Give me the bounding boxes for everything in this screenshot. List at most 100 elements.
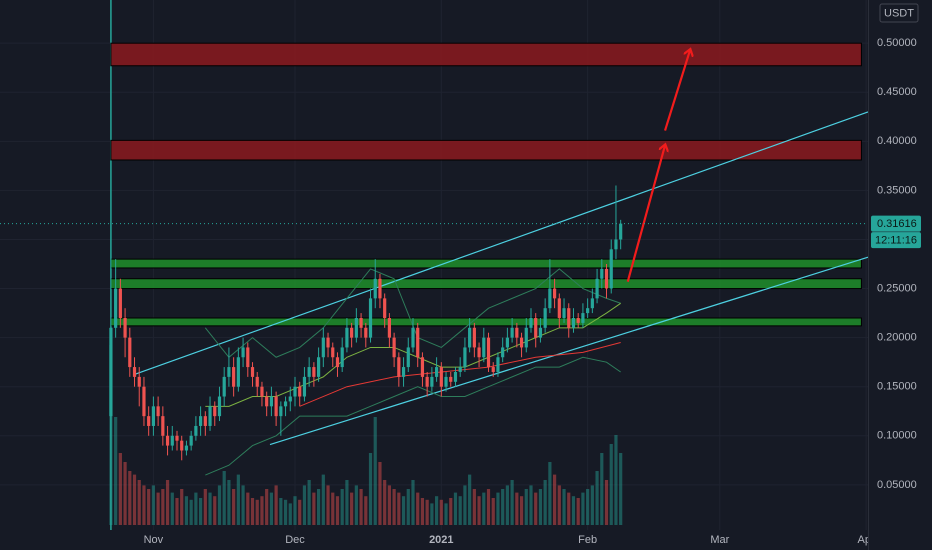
volume-bar	[581, 492, 585, 525]
volume-bar	[468, 474, 472, 525]
candle-body	[552, 288, 557, 299]
candle-body	[222, 376, 226, 397]
volume-bar	[345, 480, 349, 525]
candle-body	[331, 347, 335, 358]
last-price-label: 0.31616	[877, 218, 917, 230]
candle-body	[519, 337, 524, 348]
candle-body	[236, 357, 240, 387]
volume-bar	[515, 492, 519, 525]
candle-body	[619, 223, 623, 240]
volume-bar	[170, 492, 174, 525]
candle-body	[430, 376, 434, 387]
candle-body	[392, 337, 396, 358]
volume-bar	[350, 492, 354, 525]
volume-bar	[434, 496, 439, 525]
candle-body	[184, 445, 189, 451]
volume-bar	[425, 499, 429, 525]
candle-body	[312, 367, 316, 377]
candle-body	[260, 386, 264, 397]
volume-bar	[250, 498, 255, 525]
volume-bar	[571, 496, 576, 525]
volume-bar	[543, 480, 547, 525]
price-axis: USDT 0.500000.450000.400000.350000.30000…	[868, 0, 932, 550]
volume-bar	[321, 474, 325, 525]
candle-body	[548, 288, 552, 309]
volume-bar	[213, 496, 217, 525]
candle-body	[170, 435, 174, 446]
volume-bar	[552, 474, 557, 525]
volume-bar	[392, 489, 396, 525]
volume-bar	[255, 499, 259, 525]
volume-bar	[165, 480, 170, 525]
candle-body	[524, 327, 528, 348]
candle-body	[614, 239, 618, 250]
volume-bar	[312, 492, 316, 525]
volume-bar	[373, 417, 377, 525]
currency-box	[879, 3, 919, 23]
volume-bar	[614, 435, 618, 525]
candle-body	[189, 435, 193, 446]
volume-bar	[496, 492, 500, 525]
y-tick-label: 0.05000	[877, 479, 917, 491]
volume-bar	[203, 489, 207, 525]
volume-bar	[501, 489, 505, 525]
candle-body	[439, 367, 443, 387]
line	[132, 111, 869, 376]
candle-body	[232, 367, 236, 387]
candle-body	[505, 337, 509, 348]
y-tick-label: 0.20000	[877, 332, 917, 344]
volume-bar	[194, 492, 198, 525]
candle-body	[463, 347, 467, 368]
volume-bar	[486, 489, 491, 525]
candle-body	[425, 376, 429, 387]
volume-bar	[364, 496, 368, 525]
volume-bar	[548, 462, 552, 525]
candle-body	[534, 318, 538, 338]
y-tick-label: 0.10000	[877, 430, 917, 442]
candle-body	[265, 396, 269, 407]
volume-bar	[557, 485, 561, 525]
volume-bar	[217, 485, 222, 525]
volume-bar	[439, 499, 443, 525]
currency: USDT	[884, 7, 914, 19]
candle-body	[510, 327, 514, 338]
candle-body	[416, 327, 420, 358]
candle-body	[137, 376, 141, 387]
volume-bar	[397, 492, 401, 525]
candle-body	[378, 278, 382, 299]
candle-body	[208, 406, 212, 426]
volume-bar	[128, 471, 132, 525]
volume-bar	[368, 453, 373, 525]
volume-bar	[609, 444, 613, 525]
volume-bar	[477, 496, 481, 525]
candle-body	[274, 396, 278, 417]
volume-bar	[151, 485, 155, 525]
candle-body	[529, 318, 533, 328]
volume-bar	[302, 485, 307, 525]
volume-bar	[595, 471, 599, 525]
volume-bar	[232, 489, 236, 525]
volume-bar	[236, 474, 240, 525]
candle-body	[203, 416, 207, 426]
x-tick-label: Mar	[710, 534, 729, 546]
candle-body	[316, 357, 321, 377]
volume-bar	[198, 498, 203, 525]
volume-bar	[142, 485, 146, 525]
y-tick-label: 0.50000	[877, 37, 917, 49]
candle-body	[581, 313, 585, 323]
candle-body	[255, 376, 259, 387]
candle-body	[156, 406, 160, 417]
candle-body	[213, 406, 217, 417]
candle-body	[472, 327, 476, 348]
candle-body	[161, 416, 165, 436]
volume-bar	[241, 485, 245, 525]
volume-bar	[147, 489, 151, 525]
candle-body	[477, 347, 481, 358]
candle-body	[600, 268, 604, 279]
volume-bar	[567, 492, 571, 525]
volume-bar	[524, 489, 528, 525]
candle-body	[562, 308, 566, 318]
candle-body	[496, 357, 500, 372]
candle-body	[373, 278, 377, 299]
